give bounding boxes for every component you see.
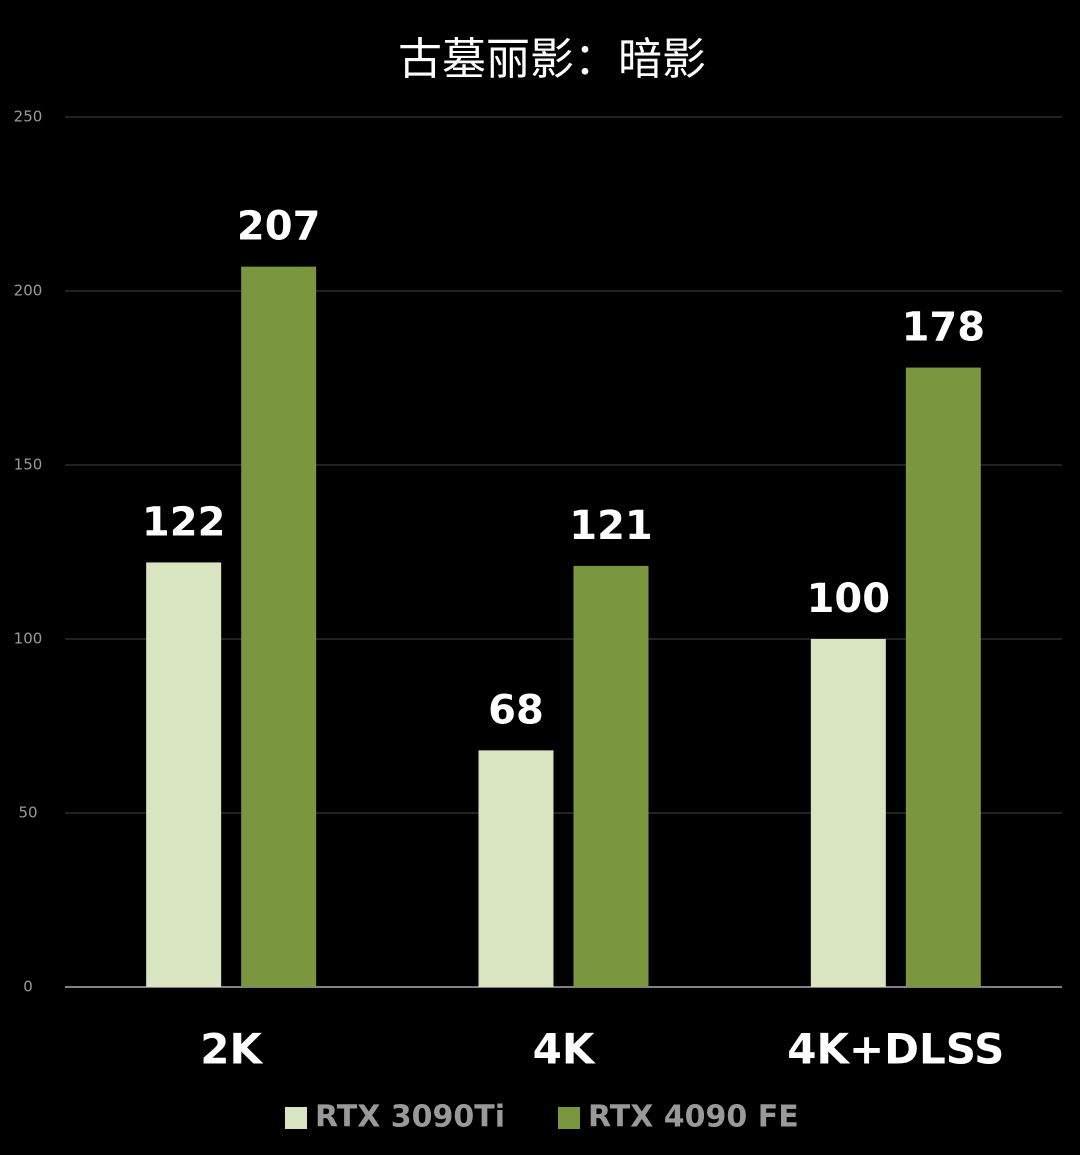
bar xyxy=(241,266,317,987)
y-tick-label: 150 xyxy=(14,456,43,474)
bar xyxy=(573,565,649,987)
y-tick-label: 50 xyxy=(18,804,37,822)
x-tick-label: 4K xyxy=(533,1025,596,1074)
value-label: 122 xyxy=(142,499,226,545)
legend-swatch xyxy=(285,1107,307,1129)
legend-label: RTX 3090Ti xyxy=(315,1100,505,1135)
y-tick-label: 250 xyxy=(14,108,43,126)
value-label: 121 xyxy=(569,503,653,549)
x-tick-label: 4K+DLSS xyxy=(787,1025,1004,1074)
value-label: 207 xyxy=(237,204,321,250)
y-tick-label: 0 xyxy=(23,978,33,996)
x-tick-label: 2K xyxy=(200,1025,263,1074)
bar xyxy=(146,562,222,987)
legend-swatch xyxy=(558,1107,580,1129)
y-tick-label: 100 xyxy=(14,630,43,648)
bar xyxy=(810,639,886,987)
legend-label: RTX 4090 FE xyxy=(588,1100,799,1135)
bar xyxy=(478,750,554,987)
chart-title: 古墓丽影：暗影 xyxy=(398,34,706,85)
value-label: 178 xyxy=(902,305,986,351)
value-label: 68 xyxy=(488,687,544,733)
bar xyxy=(905,367,981,987)
value-label: 100 xyxy=(807,576,891,622)
y-tick-label: 200 xyxy=(14,282,43,300)
